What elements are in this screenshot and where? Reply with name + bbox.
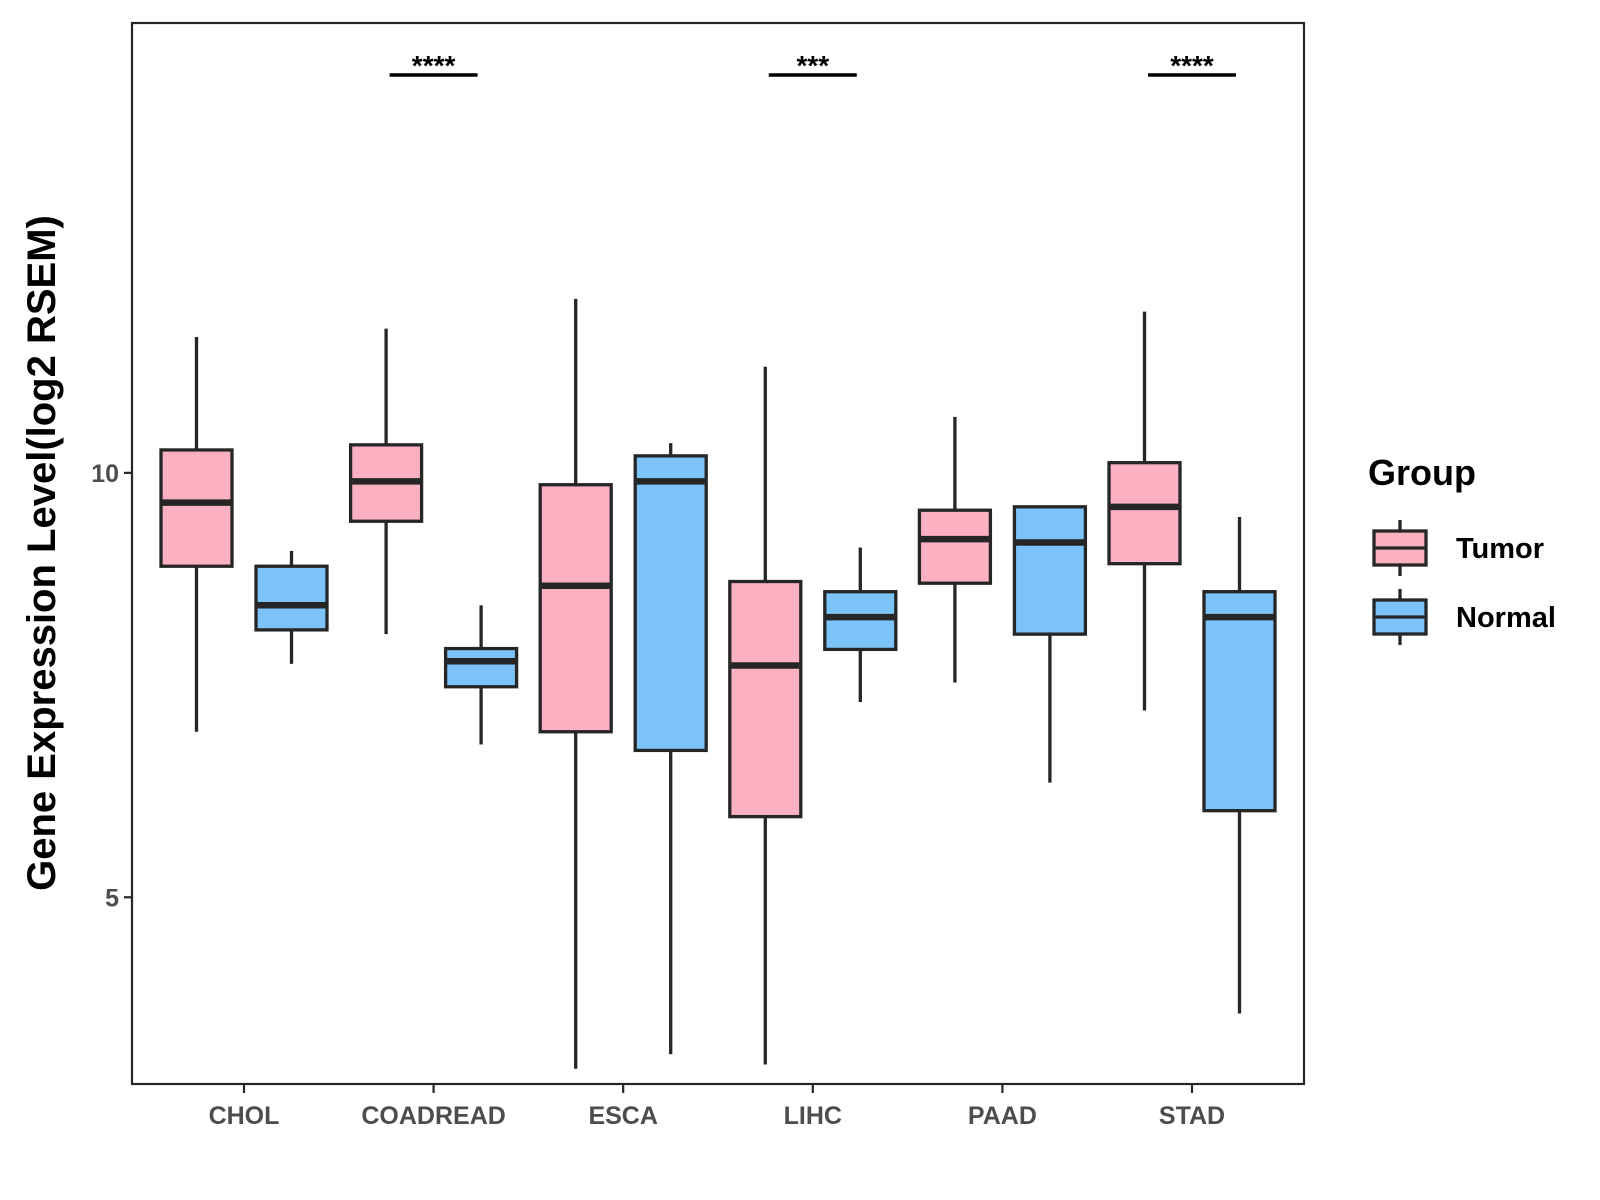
box-normal-coadread	[443, 605, 519, 745]
box-normal-chol-box	[254, 564, 329, 632]
box-tumor-paad-box	[917, 508, 993, 585]
x-tick-label-paad: PAAD	[968, 1102, 1037, 1130]
box-normal-chol	[254, 550, 329, 664]
x-tick-label-esca: ESCA	[588, 1102, 657, 1130]
x-axis: CHOL COADREAD ESCA LIHC PAAD STAD	[209, 1084, 1225, 1130]
y-tick-label: 5	[105, 884, 119, 912]
box-tumor-stad-box	[1107, 461, 1182, 566]
box-normal-lihc	[823, 547, 898, 703]
significance-label-coadread: ****	[412, 50, 456, 81]
x-tick-label-lihc: LIHC	[784, 1102, 842, 1130]
box-normal-esca-box	[633, 454, 708, 753]
y-axis: 5 10	[91, 460, 132, 912]
box-tumor-paad	[917, 416, 993, 683]
box-tumor-chol-box	[159, 448, 234, 568]
plot-layer: **** *** ****	[159, 50, 1277, 1069]
y-axis-title: Gene Expression Level(log2 RSEM)	[20, 215, 64, 891]
box-tumor-esca	[538, 298, 613, 1069]
box-tumor-esca-box	[538, 483, 613, 734]
box-normal-coadread-box	[443, 646, 519, 689]
box-tumor-coadread	[348, 328, 424, 635]
box-tumor-lihc-box	[728, 579, 803, 819]
legend-item-normal: Normal	[1372, 589, 1556, 645]
legend-title: Group	[1368, 452, 1476, 493]
box-normal-lihc-box	[823, 590, 898, 652]
box-tumor-lihc	[728, 366, 803, 1065]
box-normal-stad	[1202, 517, 1277, 1014]
legend-label-normal: Normal	[1456, 602, 1556, 634]
legend: Group Tumor Normal	[1368, 452, 1556, 645]
y-tick-label: 10	[91, 460, 119, 488]
box-tumor-chol	[159, 337, 234, 732]
legend-label-tumor: Tumor	[1456, 533, 1544, 565]
box-normal-stad-box	[1202, 590, 1277, 813]
box-normal-esca	[633, 443, 708, 1055]
significance-label-stad: ****	[1170, 50, 1214, 81]
legend-item-tumor: Tumor	[1372, 520, 1544, 576]
box-tumor-stad	[1107, 311, 1182, 711]
panel-border	[130, 21, 1306, 1086]
x-tick-label-chol: CHOL	[209, 1102, 280, 1130]
x-tick-label-coadread: COADREAD	[361, 1102, 505, 1130]
box-normal-paad	[1012, 505, 1088, 783]
x-tick-label-stad: STAD	[1159, 1102, 1225, 1130]
box-normal-paad-box	[1012, 505, 1088, 636]
significance-label-lihc: ***	[796, 50, 829, 81]
